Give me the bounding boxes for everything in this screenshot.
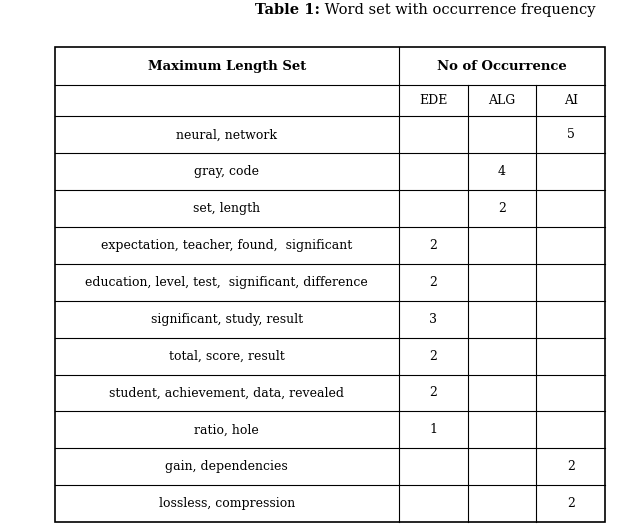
Text: student, achievement, data, revealed: student, achievement, data, revealed xyxy=(109,386,344,400)
Text: total, score, result: total, score, result xyxy=(169,350,285,363)
Text: 4: 4 xyxy=(498,165,506,178)
Text: 2: 2 xyxy=(566,497,575,510)
Text: education, level, test,  significant, difference: education, level, test, significant, dif… xyxy=(86,276,368,289)
Text: Word set with occurrence frequency: Word set with occurrence frequency xyxy=(320,3,595,17)
Text: 5: 5 xyxy=(566,128,575,142)
Text: Table 1:: Table 1: xyxy=(255,3,320,17)
Text: gain, dependencies: gain, dependencies xyxy=(166,460,288,473)
Text: neural, network: neural, network xyxy=(177,128,277,142)
Text: gray, code: gray, code xyxy=(195,165,259,178)
Text: Maximum Length Set: Maximum Length Set xyxy=(148,60,306,73)
Text: 2: 2 xyxy=(429,239,437,252)
Text: AI: AI xyxy=(564,94,578,107)
Text: EDE: EDE xyxy=(419,94,447,107)
Text: 2: 2 xyxy=(498,202,506,215)
Text: significant, study, result: significant, study, result xyxy=(151,313,303,326)
Text: lossless, compression: lossless, compression xyxy=(159,497,295,510)
Text: ratio, hole: ratio, hole xyxy=(195,423,259,436)
Text: expectation, teacher, found,  significant: expectation, teacher, found, significant xyxy=(101,239,353,252)
Text: 2: 2 xyxy=(429,276,437,289)
Text: No of Occurrence: No of Occurrence xyxy=(437,60,567,73)
Bar xyxy=(55,47,605,522)
Text: set, length: set, length xyxy=(193,202,260,215)
Text: 2: 2 xyxy=(429,350,437,363)
Text: ALG: ALG xyxy=(488,94,515,107)
Text: 2: 2 xyxy=(566,460,575,473)
Text: 3: 3 xyxy=(429,313,437,326)
Text: 2: 2 xyxy=(429,386,437,400)
Text: 1: 1 xyxy=(429,423,437,436)
